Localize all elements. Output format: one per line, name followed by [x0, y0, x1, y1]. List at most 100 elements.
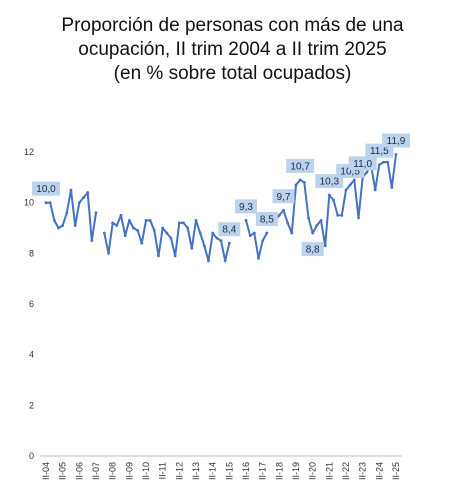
data-label: 9,7 [277, 192, 291, 203]
data-point [111, 221, 115, 225]
data-label: 11,0 [353, 159, 372, 170]
data-point [148, 219, 152, 222]
series-line [103, 214, 231, 262]
data-label: 11,5 [370, 146, 389, 157]
y-tick-label: 12 [24, 147, 34, 157]
series-line [46, 189, 97, 242]
data-label: 10,7 [290, 161, 310, 172]
data-point [127, 219, 131, 222]
data-point [261, 239, 265, 243]
data-point [157, 254, 160, 258]
data-point [140, 241, 144, 245]
data-label: 8,4 [222, 225, 236, 236]
data-point [136, 229, 140, 232]
data-point [177, 221, 181, 225]
data-point [327, 193, 331, 197]
x-tick-label: II-09 [124, 462, 134, 480]
y-tick-label: 2 [29, 400, 34, 410]
data-point [302, 181, 306, 184]
data-point [44, 201, 48, 205]
chart-title: Proporción de personas con más de una oc… [0, 14, 465, 86]
x-tick-label: II-08 [108, 462, 118, 480]
data-point [69, 188, 73, 192]
data-point [202, 244, 206, 248]
data-point [377, 163, 381, 167]
data-point [382, 160, 385, 164]
data-label-box [301, 242, 324, 257]
data-point [352, 178, 356, 182]
data-point [290, 231, 294, 235]
x-tick-label: II-06 [74, 462, 84, 480]
chart-title-line-1: Proporción de personas con más de una [61, 15, 404, 36]
data-point [390, 186, 394, 189]
series-line [245, 220, 268, 260]
data-point [115, 224, 119, 227]
data-point [102, 231, 106, 235]
data-point [344, 188, 348, 192]
data-point [152, 229, 156, 232]
data-label-box [32, 181, 60, 196]
data-point [182, 221, 185, 225]
data-label-box [286, 158, 315, 173]
data-point [207, 259, 210, 263]
data-point [65, 211, 69, 215]
chart-title-line-3: (en % sobre total ocupados) [113, 63, 352, 84]
data-point [336, 213, 340, 217]
data-point [311, 231, 315, 235]
data-point [61, 224, 65, 227]
data-label-box [235, 199, 257, 214]
data-point [252, 231, 256, 235]
x-tick-label: II-20 [308, 462, 318, 480]
y-tick-label: 4 [29, 350, 34, 360]
data-point [223, 259, 227, 263]
data-point [90, 239, 94, 243]
data-point [294, 183, 298, 187]
data-point [144, 219, 148, 222]
x-tick-label: II-16 [241, 462, 251, 480]
x-tick-label: II-07 [91, 462, 101, 480]
x-tick-label: II-14 [208, 462, 218, 480]
data-point [386, 160, 390, 164]
y-tick-label: 10 [24, 198, 34, 208]
data-point [94, 211, 98, 215]
data-point [57, 226, 60, 230]
data-point [190, 246, 194, 250]
data-point [82, 196, 85, 200]
x-tick-label: II-17 [258, 462, 268, 480]
data-point [265, 231, 269, 235]
x-tick-label: II-25 [391, 462, 401, 480]
data-label: 8,5 [260, 215, 274, 226]
data-point [211, 231, 215, 235]
data-point [186, 226, 190, 230]
data-point [319, 219, 323, 222]
data-label-box [348, 156, 377, 171]
data-point [298, 178, 302, 182]
x-tick-label: II-11 [158, 462, 168, 479]
x-tick-label: II-12 [174, 462, 184, 480]
data-point [215, 236, 219, 240]
x-tick-label: II-10 [141, 462, 151, 480]
data-point [257, 257, 260, 260]
data-label: 11,9 [387, 136, 406, 147]
data-label: 10,3 [320, 177, 340, 188]
series-line [274, 154, 397, 247]
data-point [244, 219, 248, 222]
x-tick-label: II-18 [274, 462, 284, 480]
data-point [315, 224, 319, 227]
x-tick-label: II-19 [291, 462, 301, 480]
data-point [132, 226, 135, 230]
data-point [323, 244, 327, 248]
data-label: 8,8 [306, 245, 320, 256]
x-tick-label: II-23 [358, 462, 368, 480]
data-label-box [272, 189, 295, 204]
data-point [248, 234, 252, 238]
data-point [123, 234, 127, 238]
data-point [282, 208, 285, 212]
chart-title-line-2: ocupación, II trim 2004 a II trim 2025 [78, 39, 387, 60]
data-point [198, 231, 202, 235]
data-point [332, 198, 335, 202]
data-point [119, 213, 123, 217]
data-label: 10,0 [36, 184, 56, 195]
data-point [277, 213, 281, 217]
